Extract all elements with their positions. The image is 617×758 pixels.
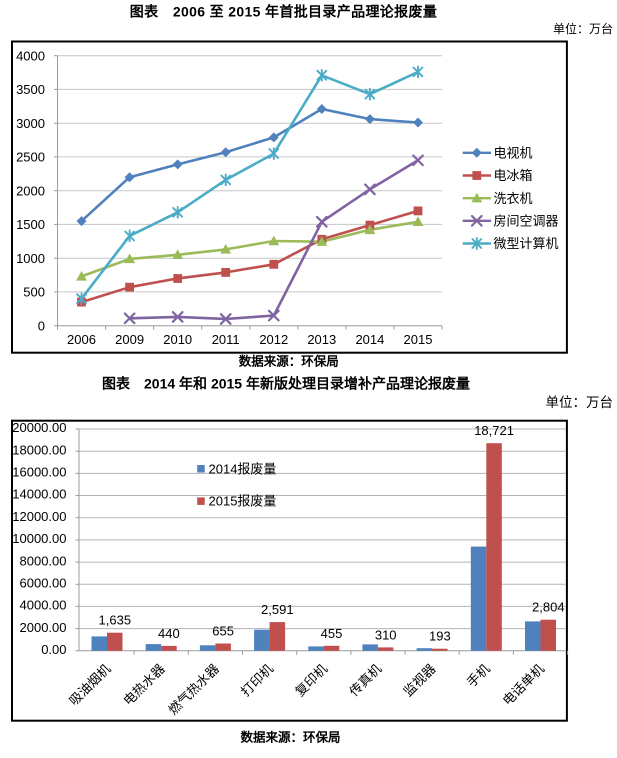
- svg-text:电视机: 电视机: [494, 145, 533, 160]
- svg-text:0.00: 0.00: [41, 642, 66, 657]
- svg-text:微型计算机: 微型计算机: [494, 236, 559, 251]
- svg-text:2000: 2000: [16, 183, 45, 198]
- svg-text:1500: 1500: [16, 217, 45, 232]
- svg-text:洗衣机: 洗衣机: [494, 191, 533, 206]
- svg-text:20000.00: 20000.00: [12, 420, 66, 435]
- svg-text:2011: 2011: [212, 332, 240, 347]
- svg-text:2000.00: 2000.00: [20, 620, 67, 635]
- svg-text:14000.00: 14000.00: [12, 487, 66, 502]
- svg-text:6000.00: 6000.00: [20, 576, 67, 591]
- svg-text:数据来源：环保局: 数据来源：环保局: [238, 354, 339, 369]
- svg-text:655: 655: [212, 624, 234, 639]
- svg-text:单位：万台: 单位：万台: [553, 21, 613, 36]
- svg-text:310: 310: [375, 627, 397, 642]
- svg-text:2014: 2014: [355, 332, 384, 347]
- svg-text:2,591: 2,591: [261, 602, 294, 617]
- svg-text:图表 2006 至 2015 年首批目录产品理论报废量: 图表 2006 至 2015 年首批目录产品理论报废量: [130, 4, 437, 20]
- svg-text:2015报废量: 2015报废量: [209, 494, 277, 509]
- svg-text:数据来源：环保局: 数据来源：环保局: [239, 730, 340, 745]
- svg-text:3500: 3500: [16, 82, 45, 97]
- svg-text:2013: 2013: [307, 332, 336, 347]
- svg-text:440: 440: [158, 626, 180, 641]
- svg-text:1000: 1000: [16, 251, 45, 266]
- svg-text:4000.00: 4000.00: [20, 598, 67, 613]
- svg-text:193: 193: [429, 629, 451, 644]
- svg-text:2012: 2012: [259, 332, 288, 347]
- svg-text:18,721: 18,721: [474, 423, 514, 438]
- svg-text:2015: 2015: [404, 332, 433, 347]
- svg-text:2009: 2009: [115, 332, 144, 347]
- svg-text:8000.00: 8000.00: [20, 553, 67, 568]
- svg-text:0: 0: [38, 318, 45, 333]
- svg-text:10000.00: 10000.00: [12, 531, 66, 546]
- svg-text:3000: 3000: [16, 116, 45, 131]
- svg-text:电冰箱: 电冰箱: [494, 168, 533, 183]
- svg-text:2500: 2500: [16, 150, 45, 165]
- svg-text:12000.00: 12000.00: [12, 509, 66, 524]
- svg-text:455: 455: [321, 626, 343, 641]
- svg-text:1,635: 1,635: [99, 613, 132, 628]
- svg-text:图表 2014 年和 2015 年新版处理目录增补产品理论报: 图表 2014 年和 2015 年新版处理目录增补产品理论报废量: [102, 375, 470, 391]
- svg-text:房间空调器: 房间空调器: [494, 213, 559, 228]
- svg-text:18000.00: 18000.00: [12, 442, 66, 457]
- svg-text:2006: 2006: [67, 332, 96, 347]
- svg-text:2,804: 2,804: [532, 600, 565, 615]
- svg-text:4000: 4000: [16, 48, 45, 63]
- svg-text:2014报废量: 2014报废量: [209, 461, 277, 476]
- svg-text:单位：万台: 单位：万台: [546, 395, 614, 410]
- svg-text:2010: 2010: [163, 332, 192, 347]
- svg-text:500: 500: [23, 285, 45, 300]
- svg-text:16000.00: 16000.00: [12, 465, 66, 480]
